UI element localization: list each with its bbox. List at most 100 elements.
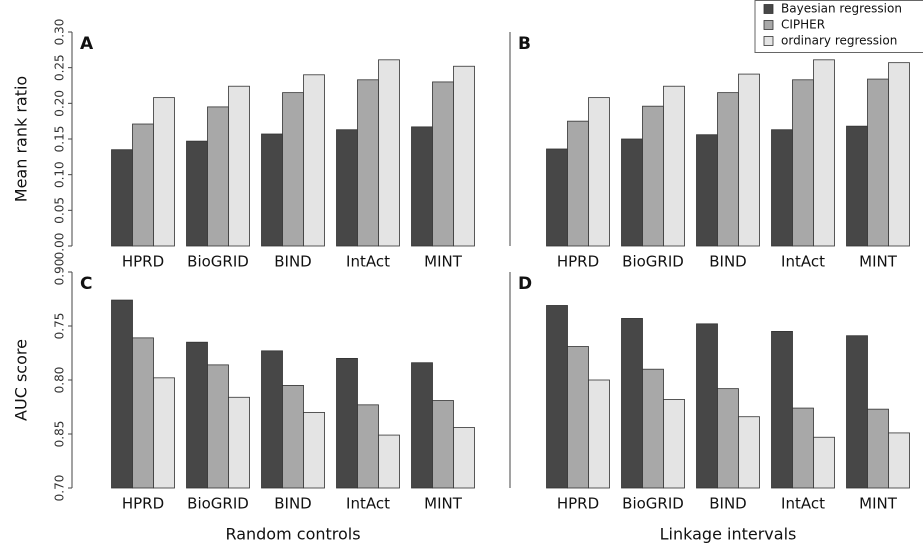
x-tick-label: BioGRID: [187, 495, 249, 513]
x-tick-label: BIND: [709, 495, 747, 513]
bar: [696, 323, 718, 489]
bar: [207, 106, 229, 247]
y-axis-title: AUC score: [12, 339, 31, 421]
bar: [432, 81, 454, 247]
bar: [453, 427, 475, 489]
y-tick-label: 0.70: [53, 475, 67, 502]
bar: [717, 388, 739, 489]
bar: [261, 350, 283, 489]
bar: [642, 105, 664, 247]
x-tick-label: MINT: [859, 253, 898, 271]
bar: [846, 335, 868, 489]
bar: [792, 407, 814, 489]
y-tick-label: 0.20: [53, 90, 67, 117]
bar: [663, 399, 685, 489]
panel-label: B: [518, 34, 531, 54]
bar: [813, 436, 835, 489]
legend-swatch: [763, 36, 774, 46]
bar: [153, 97, 175, 247]
bar: [132, 337, 154, 489]
bar: [111, 149, 133, 247]
x-tick-label: MINT: [424, 253, 463, 271]
bar: [282, 384, 304, 489]
y-tick-label: 0.05: [53, 197, 67, 224]
y-tick-label: 0.30: [53, 19, 67, 46]
bar: [888, 62, 910, 247]
x-tick-label: HPRD: [122, 253, 164, 271]
bar: [303, 411, 325, 489]
bar: [261, 133, 283, 247]
legend-swatch: [763, 20, 774, 30]
bar: [621, 318, 643, 489]
bar: [588, 97, 610, 247]
x-tick-label: IntAct: [346, 253, 390, 271]
y-tick-label: 0.15: [53, 126, 67, 153]
bar: [546, 305, 568, 489]
panel-label: C: [80, 274, 92, 294]
legend-label: Bayesian regression: [781, 2, 902, 16]
bar: [357, 404, 379, 489]
bar: [336, 129, 358, 247]
bar: [411, 126, 433, 247]
bar: [132, 123, 154, 247]
bar: [378, 59, 400, 247]
bar: [696, 134, 718, 247]
bar: [846, 125, 868, 247]
bar: [303, 74, 325, 247]
x-tick-label: HPRD: [557, 495, 599, 513]
x-tick-label: BioGRID: [622, 253, 684, 271]
x-tick-label: MINT: [859, 495, 898, 513]
legend-swatch: [763, 4, 774, 14]
panel-label: D: [518, 274, 532, 294]
bar: [228, 85, 250, 247]
x-tick-label: MINT: [424, 495, 463, 513]
y-tick-label: 0.10: [53, 161, 67, 188]
bar: [771, 129, 793, 247]
bar: [717, 92, 739, 247]
x-axis-title: Random controls: [225, 525, 360, 544]
x-tick-label: BIND: [274, 253, 312, 271]
y-tick-label: 0.75: [53, 313, 67, 340]
bar: [186, 140, 208, 247]
bar: [453, 65, 475, 247]
bar: [432, 400, 454, 489]
x-axis-title: Linkage intervals: [660, 525, 797, 544]
bar: [546, 148, 568, 247]
bar: [378, 434, 400, 489]
legend-box: [754, 0, 923, 53]
bar: [738, 416, 760, 489]
bar: [411, 362, 433, 489]
x-tick-label: BIND: [709, 253, 747, 271]
bar: [567, 346, 589, 489]
bar: [111, 299, 133, 489]
panel-label: A: [80, 34, 94, 54]
bar: [153, 377, 175, 489]
bar: [186, 341, 208, 489]
y-tick-label: 0.85: [53, 421, 67, 448]
y-tick-label: 0.25: [53, 54, 67, 81]
x-tick-label: BioGRID: [187, 253, 249, 271]
legend-label: ordinary regression: [781, 34, 897, 48]
bar: [888, 432, 910, 489]
x-tick-label: HPRD: [122, 495, 164, 513]
bar: [228, 396, 250, 489]
bar: [867, 78, 889, 247]
x-tick-label: IntAct: [346, 495, 390, 513]
bar: [336, 357, 358, 489]
x-tick-label: BioGRID: [622, 495, 684, 513]
y-tick-label: 0.00: [53, 233, 67, 260]
x-tick-label: IntAct: [781, 495, 825, 513]
bar: [792, 79, 814, 247]
bar: [813, 59, 835, 247]
bar: [738, 73, 760, 247]
x-tick-label: HPRD: [557, 253, 599, 271]
x-tick-label: BIND: [274, 495, 312, 513]
y-axis-title: Mean rank ratio: [12, 76, 31, 202]
bar: [567, 120, 589, 247]
bar: [621, 138, 643, 247]
bar: [663, 85, 685, 247]
bar: [771, 330, 793, 489]
bar: [867, 408, 889, 489]
y-tick-label: 0.90: [53, 259, 67, 286]
